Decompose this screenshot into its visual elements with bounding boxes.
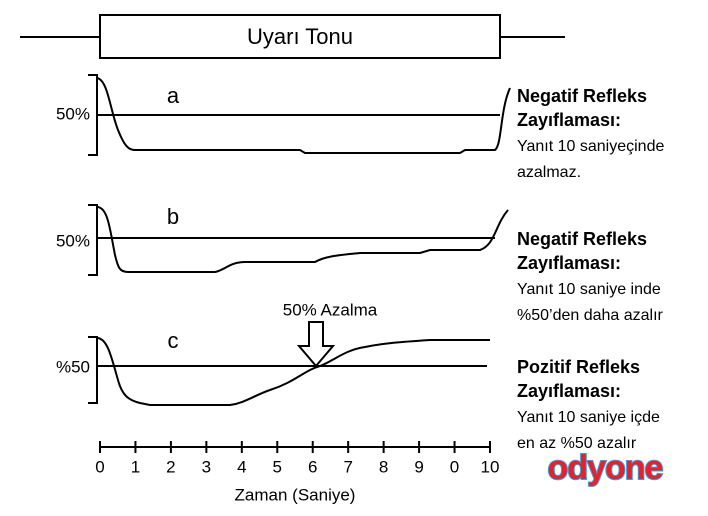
side-title: Zayıflaması:: [517, 253, 621, 273]
tick-label: 0: [95, 457, 104, 476]
tick-label: 2: [166, 457, 175, 476]
tick-label: 6: [308, 457, 317, 476]
tick-label: 1: [131, 457, 140, 476]
side-title: Zayıflaması:: [517, 381, 621, 401]
tick-label: 3: [202, 457, 211, 476]
tick-label: 0: [450, 457, 459, 476]
level-label: %50: [56, 357, 90, 376]
axis-label: Zaman (Saniye): [235, 485, 356, 504]
level-label: 50%: [56, 104, 90, 123]
logo: odyone: [548, 449, 663, 487]
tick-label: 8: [379, 457, 388, 476]
side-desc: Yanıt 10 saniye içde: [517, 409, 660, 426]
side-title: Negatif Refleks: [517, 229, 647, 249]
side-title: Pozitif Refleks: [517, 357, 640, 377]
tick-label: 9: [414, 457, 423, 476]
annotation: 50% Azalma: [283, 300, 378, 319]
tone-label: Uyarı Tonu: [247, 24, 353, 49]
panel-letter: a: [167, 83, 180, 108]
side-title: Negatif Refleks: [517, 86, 647, 106]
tick-label: 4: [237, 457, 246, 476]
panel-letter: c: [168, 328, 179, 353]
arrow: [296, 321, 336, 368]
tick-label: 10: [481, 457, 500, 476]
side-desc: en az %50 azalır: [517, 435, 637, 452]
side-desc: %50’den daha azalır: [517, 307, 664, 324]
level-label: 50%: [56, 231, 90, 250]
side-title: Zayıflaması:: [517, 110, 621, 130]
response-curve: [96, 206, 509, 273]
tick-label: 5: [273, 457, 282, 476]
response-curve: [96, 77, 511, 154]
tick-label: 7: [343, 457, 352, 476]
side-desc: Yanıt 10 saniye inde: [517, 281, 661, 298]
bracket: [88, 336, 98, 404]
panel-letter: b: [167, 204, 179, 229]
side-desc: azalmaz.: [517, 164, 581, 181]
side-desc: Yanıt 10 saniyeçinde: [517, 138, 664, 155]
tone-box: [99, 14, 501, 59]
bracket: [88, 204, 98, 276]
response-curve: [96, 337, 490, 406]
